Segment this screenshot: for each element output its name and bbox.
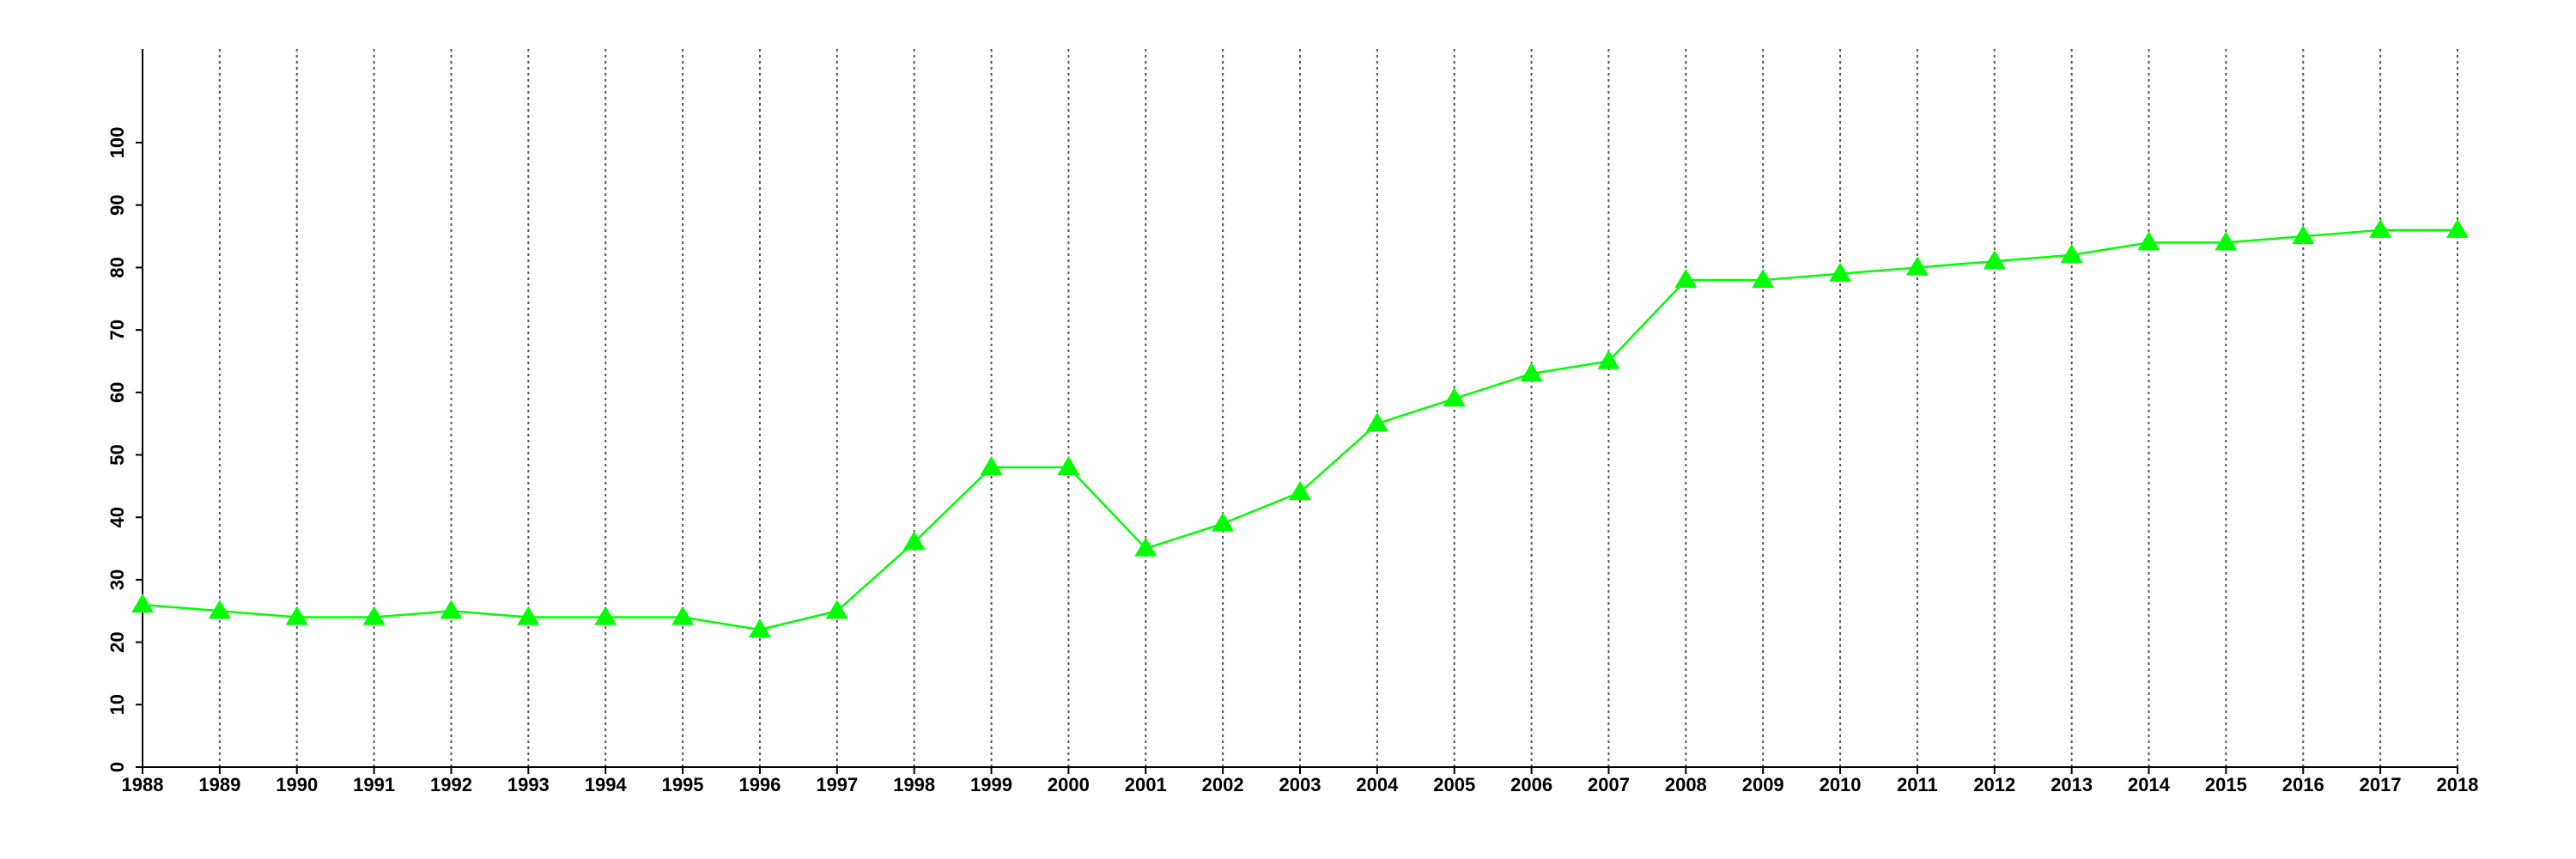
marker	[594, 606, 617, 625]
y-tick-label: 30	[106, 570, 128, 590]
marker	[1520, 362, 1543, 382]
marker	[1443, 387, 1466, 407]
x-tick-label: 2010	[1820, 774, 1862, 795]
marker	[1752, 268, 1775, 289]
x-tick-label: 2011	[1897, 774, 1938, 795]
marker	[2446, 218, 2469, 238]
x-tick-label: 1989	[198, 774, 240, 795]
x-tick-label: 2015	[2205, 774, 2247, 795]
marker	[980, 456, 1003, 476]
x-tick-label: 1990	[276, 774, 318, 795]
x-tick-label: 2017	[2360, 774, 2402, 795]
marker	[2137, 231, 2160, 251]
marker	[1983, 250, 2006, 270]
x-tick-label: 2008	[1665, 774, 1707, 795]
marker	[440, 600, 463, 619]
marker	[825, 600, 848, 619]
x-tick-label: 2004	[1356, 774, 1399, 795]
x-tick-label: 1995	[662, 774, 704, 795]
marker	[1829, 262, 1852, 282]
x-tick-label: 2000	[1048, 774, 1090, 795]
marker	[748, 618, 771, 638]
y-tick-label: 50	[106, 444, 128, 465]
x-tick-label: 2002	[1202, 774, 1244, 795]
x-tick-label: 1993	[507, 774, 550, 795]
x-tick-label: 2006	[1510, 774, 1552, 795]
x-tick-label: 2005	[1433, 774, 1475, 795]
marker	[2215, 231, 2238, 251]
x-tick-label: 2018	[2437, 774, 2479, 795]
y-tick-label: 70	[106, 320, 128, 340]
x-tick-label: 2013	[2050, 774, 2093, 795]
y-tick-label: 40	[106, 507, 128, 527]
marker	[208, 600, 231, 619]
x-tick-label: 1996	[738, 774, 781, 795]
marker	[362, 606, 386, 625]
x-tick-label: 1998	[893, 774, 935, 795]
x-tick-label: 1988	[122, 774, 164, 795]
marker	[2060, 243, 2083, 263]
y-tick-label: 0	[106, 762, 128, 772]
marker	[1057, 456, 1080, 476]
x-tick-label: 1994	[585, 774, 628, 795]
marker	[1134, 537, 1157, 557]
y-tick-label: 20	[106, 631, 128, 652]
marker	[517, 606, 540, 625]
x-tick-label: 2009	[1742, 774, 1784, 795]
x-tick-label: 1999	[970, 774, 1012, 795]
marker	[2369, 218, 2392, 238]
marker	[131, 593, 154, 613]
marker	[1674, 268, 1698, 289]
y-tick-label: 100	[106, 127, 128, 159]
x-tick-label: 1992	[430, 774, 472, 795]
marker	[1289, 481, 1311, 501]
marker	[285, 606, 308, 625]
x-tick-label: 2007	[1588, 774, 1630, 795]
x-tick-label: 2016	[2282, 774, 2324, 795]
x-tick-label: 2014	[2128, 774, 2171, 795]
y-tick-label: 10	[106, 694, 128, 715]
x-tick-label: 2012	[1973, 774, 2015, 795]
marker	[2292, 225, 2315, 245]
x-tick-label: 2003	[1279, 774, 1321, 795]
x-tick-label: 2001	[1125, 774, 1167, 795]
marker	[1905, 256, 1929, 276]
marker	[671, 606, 695, 625]
marker	[1597, 350, 1620, 369]
y-tick-label: 90	[106, 194, 128, 215]
x-tick-label: 1997	[816, 774, 858, 795]
y-tick-label: 80	[106, 257, 128, 277]
marker	[902, 531, 926, 551]
y-tick-label: 60	[106, 382, 128, 403]
marker	[1365, 412, 1388, 432]
marker	[1212, 512, 1235, 532]
x-tick-label: 1991	[353, 774, 395, 795]
